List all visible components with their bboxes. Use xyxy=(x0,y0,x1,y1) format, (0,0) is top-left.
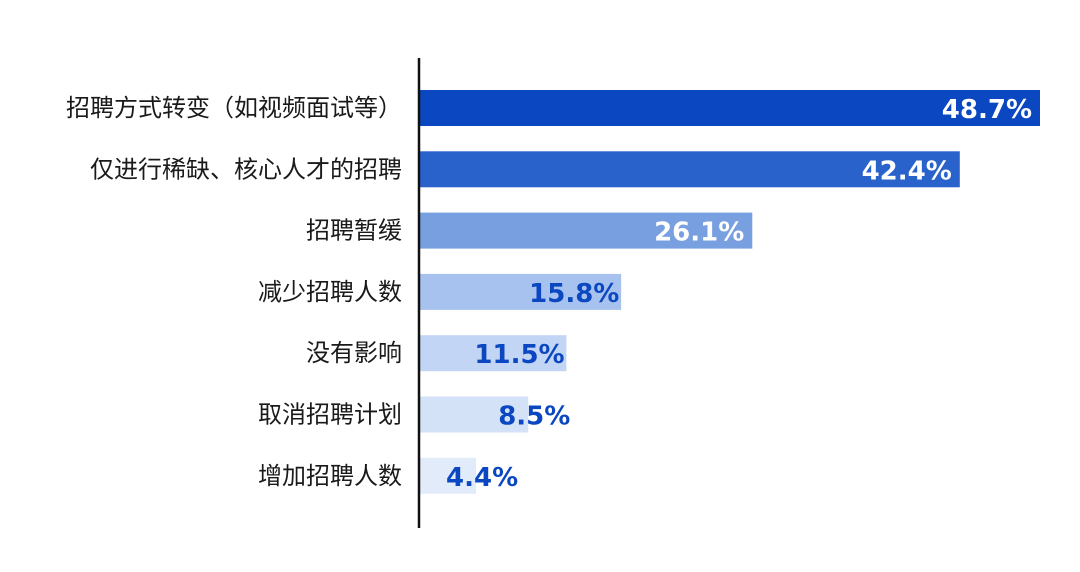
value-label-2: 42.4% xyxy=(862,156,952,186)
value-label-7: 4.4% xyxy=(446,463,518,493)
value-labels-layer: 48.7% 42.4% 26.1% 15.8% 11.5% 8.5% 4.4% xyxy=(446,95,1032,493)
bars-layer xyxy=(420,90,1040,494)
category-label-2: 仅进行稀缺、核心人才的招聘 xyxy=(90,155,402,183)
category-label-1: 招聘方式转变（如视频面试等） xyxy=(66,94,402,122)
bar-7 xyxy=(420,457,477,494)
bar-1 xyxy=(420,90,1040,126)
bar-4 xyxy=(420,273,622,310)
bar-3 xyxy=(420,212,753,249)
value-label-5: 11.5% xyxy=(474,340,564,370)
category-label-3: 招聘暂缓 xyxy=(306,217,402,245)
category-label-6: 取消招聘计划 xyxy=(258,401,402,429)
value-label-3: 26.1% xyxy=(654,218,744,248)
bar-5 xyxy=(420,335,567,372)
bar-6 xyxy=(420,396,529,433)
bar-2 xyxy=(420,151,960,188)
value-label-1: 48.7% xyxy=(942,95,1032,125)
category-labels-layer: 招聘方式转变（如视频面试等） 仅进行稀缺、核心人才的招聘招聘暂缓减少招聘人数没有影… xyxy=(66,94,402,490)
value-label-4: 15.8% xyxy=(529,279,619,309)
category-label-4: 减少招聘人数 xyxy=(258,278,402,306)
value-label-6: 8.5% xyxy=(498,402,570,432)
category-label-5: 没有影响 xyxy=(306,339,402,367)
category-label-7: 增加招聘人数 xyxy=(258,462,402,490)
